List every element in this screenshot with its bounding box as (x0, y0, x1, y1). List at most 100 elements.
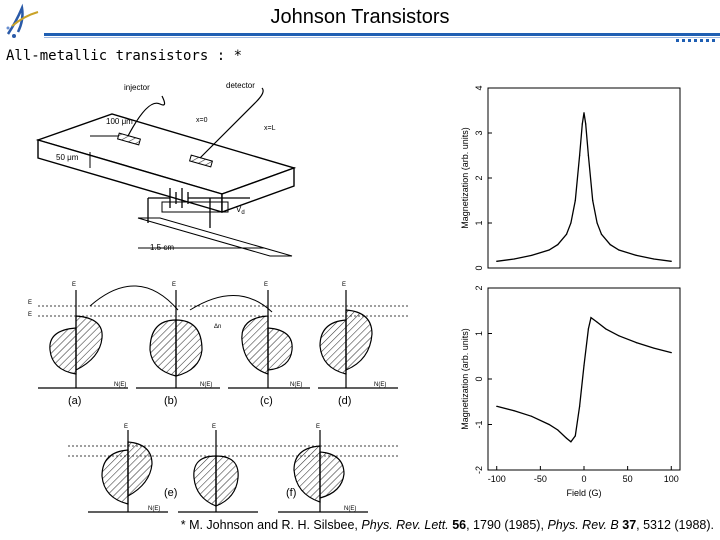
panel-label-a: (a) (68, 395, 81, 407)
thickness-label: 50 μm (56, 153, 79, 162)
data-point (635, 254, 637, 256)
delta-n-label: Δn (214, 324, 221, 330)
width-label: 100 μm (106, 117, 133, 126)
x-tick-label: 100 (664, 474, 679, 484)
axis-n-label-e: N(E) (148, 506, 160, 512)
axis-e-label-e: E (124, 424, 128, 430)
x0-label: x=0 (196, 117, 208, 124)
data-point (585, 123, 587, 125)
data-point (590, 316, 592, 319)
data-point (670, 352, 672, 354)
y-tick-label: -2 (474, 466, 484, 474)
axis-e-label-f: E (212, 424, 216, 430)
device-schematic: injector detector 100 μm 50 μm x=0 x=L 1… (35, 81, 297, 257)
series-line (496, 316, 672, 443)
data-point (579, 405, 581, 407)
data-point (592, 199, 594, 202)
data-point (609, 244, 611, 246)
data-point (587, 328, 589, 330)
series-line (496, 112, 672, 262)
data-point (596, 222, 598, 224)
y-tick-label: 3 (474, 130, 484, 135)
data-point (583, 364, 585, 366)
axis-e-label-a: E (72, 282, 76, 288)
x-axis-label: Field (G) (566, 488, 601, 498)
data-point (653, 347, 655, 349)
panel-label-d: (d) (338, 395, 351, 407)
x-tick-label: 0 (581, 474, 586, 484)
data-point (565, 437, 568, 439)
data-point (574, 435, 576, 437)
title-rule (44, 33, 720, 36)
data-point (531, 254, 533, 256)
axis-n-label-d: N(E) (374, 382, 386, 388)
length-label: 1.5 cm (150, 243, 174, 252)
data-point (581, 123, 583, 125)
axis-e-label-g: E (316, 424, 320, 430)
data-point (496, 260, 498, 262)
reference-footnote: * M. Johnson and R. H. Silsbee, Phys. Re… (180, 518, 714, 532)
magnetization-chart-top: 0 1 2 3 4 Magnetization (arb. units) (460, 85, 681, 271)
data-point (579, 154, 581, 157)
efp-label: E (28, 312, 32, 318)
panel-label-b: (b) (164, 395, 177, 407)
y-tick-label: 2 (474, 175, 484, 180)
efp-ev-label: E (28, 300, 32, 306)
data-point (557, 429, 559, 431)
data-point (583, 112, 585, 114)
data-point (605, 328, 607, 330)
data-point (548, 249, 550, 251)
data-point (496, 405, 498, 407)
y-tick-label: 0 (474, 376, 484, 381)
data-point (570, 441, 572, 443)
panel-label-e: (e) (164, 487, 177, 499)
band-diagrams: (a) (b) (c) (d) (e) (f) E E E E E E E N(… (28, 282, 408, 513)
data-point (618, 249, 620, 251)
data-point (557, 244, 559, 246)
slide-title: Johnson Transistors (270, 6, 450, 28)
data-point (574, 199, 576, 202)
axis-e-label-c: E (264, 282, 268, 288)
plot-frame (487, 287, 681, 471)
axis-n-label-c: N(E) (290, 382, 302, 388)
axis-e-label-d: E (342, 282, 346, 288)
detector-label: detector (226, 81, 255, 90)
xL-label: x=L (264, 125, 276, 132)
vd-label: Vd (236, 205, 245, 216)
data-point (513, 258, 515, 260)
data-point (596, 321, 598, 323)
decor-dots (676, 39, 715, 42)
data-point (587, 154, 589, 157)
y-tick-label: 1 (474, 331, 484, 336)
data-point (653, 258, 655, 260)
y-tick-label: -1 (474, 420, 484, 428)
y-axis-label: Magnetization (arb. units) (460, 127, 470, 229)
magnetization-chart-bottom: -2 -1 0 1 2 -100 -50 0 50 100 Field (G) Magnetizati… (460, 285, 681, 498)
data-point (531, 415, 533, 417)
y-tick-label: 0 (474, 265, 484, 270)
y-axis-label: Magnetization (arb. units) (460, 328, 470, 430)
data-point (618, 335, 620, 337)
axis-n-label-f: N(E) (344, 506, 356, 512)
y-tick-label: 2 (474, 285, 484, 290)
x-tick-label: 50 (623, 474, 633, 484)
data-point (513, 410, 515, 412)
data-point (570, 222, 572, 224)
data-point (600, 233, 603, 235)
axis-n-label-a: N(E) (114, 382, 126, 388)
axis-n-label-b: N(E) (200, 382, 212, 388)
x-tick-label: -100 (488, 474, 506, 484)
y-tick-label: 4 (474, 85, 484, 90)
data-point (548, 423, 550, 426)
title-rule-light (44, 37, 720, 38)
logo-icon (6, 3, 39, 38)
axis-e-label-b: E (172, 282, 176, 288)
y-tick-label: 1 (474, 220, 484, 225)
data-point (670, 260, 672, 262)
panel-label-c: (c) (260, 395, 273, 407)
injector-label: injector (124, 83, 150, 92)
data-point (565, 233, 568, 235)
panel-label-f: (f) (286, 487, 296, 499)
data-point (635, 342, 637, 344)
x-tick-label: -50 (534, 474, 547, 484)
